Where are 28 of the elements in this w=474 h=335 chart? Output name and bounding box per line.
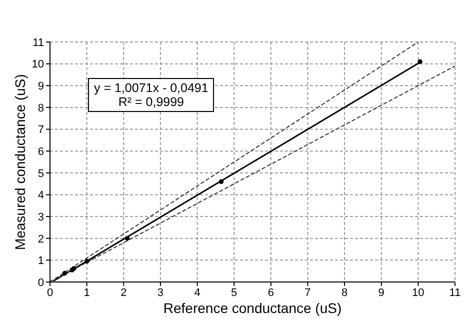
y-tick-label: 5 [38, 168, 44, 180]
x-tick-label: 8 [341, 286, 348, 299]
y-tick-label: 10 [32, 58, 44, 71]
x-tick-label: 10 [412, 286, 424, 299]
y-tick-label: 0 [38, 276, 44, 289]
y-tick-label: 8 [38, 102, 44, 114]
y-tick-label: 11 [32, 36, 44, 49]
x-tick-label: 0 [46, 286, 54, 299]
x-tick-label: 11 [449, 286, 461, 299]
y-tick-label: 3 [38, 211, 44, 224]
y-tick-label: 2 [38, 233, 44, 246]
y-tick-label: 1 [38, 255, 44, 268]
annotation: y = 1,0071x - 0,0491 [94, 81, 208, 95]
y-tick-label: 4 [38, 190, 44, 202]
y-axis-title: Measured conductance (uS) [11, 73, 29, 252]
y-tick-label: 7 [38, 124, 44, 136]
x-tick-label: 6 [268, 286, 274, 299]
x-axis-title: Reference conductance (uS) [162, 300, 343, 316]
y-tick-label: 6 [38, 146, 44, 158]
y-tick-label: 9 [38, 80, 44, 93]
x-tick-label: 2 [120, 286, 127, 299]
x-tick-label: 4 [194, 286, 200, 299]
x-tick-label: 9 [378, 286, 384, 299]
x-tick-label: 7 [304, 286, 311, 299]
annotation: R² = 0,9999 [117, 95, 185, 109]
x-tick-label: 1 [84, 286, 90, 299]
x-tick-label: 3 [157, 286, 164, 299]
x-tick-label: 5 [231, 286, 238, 299]
